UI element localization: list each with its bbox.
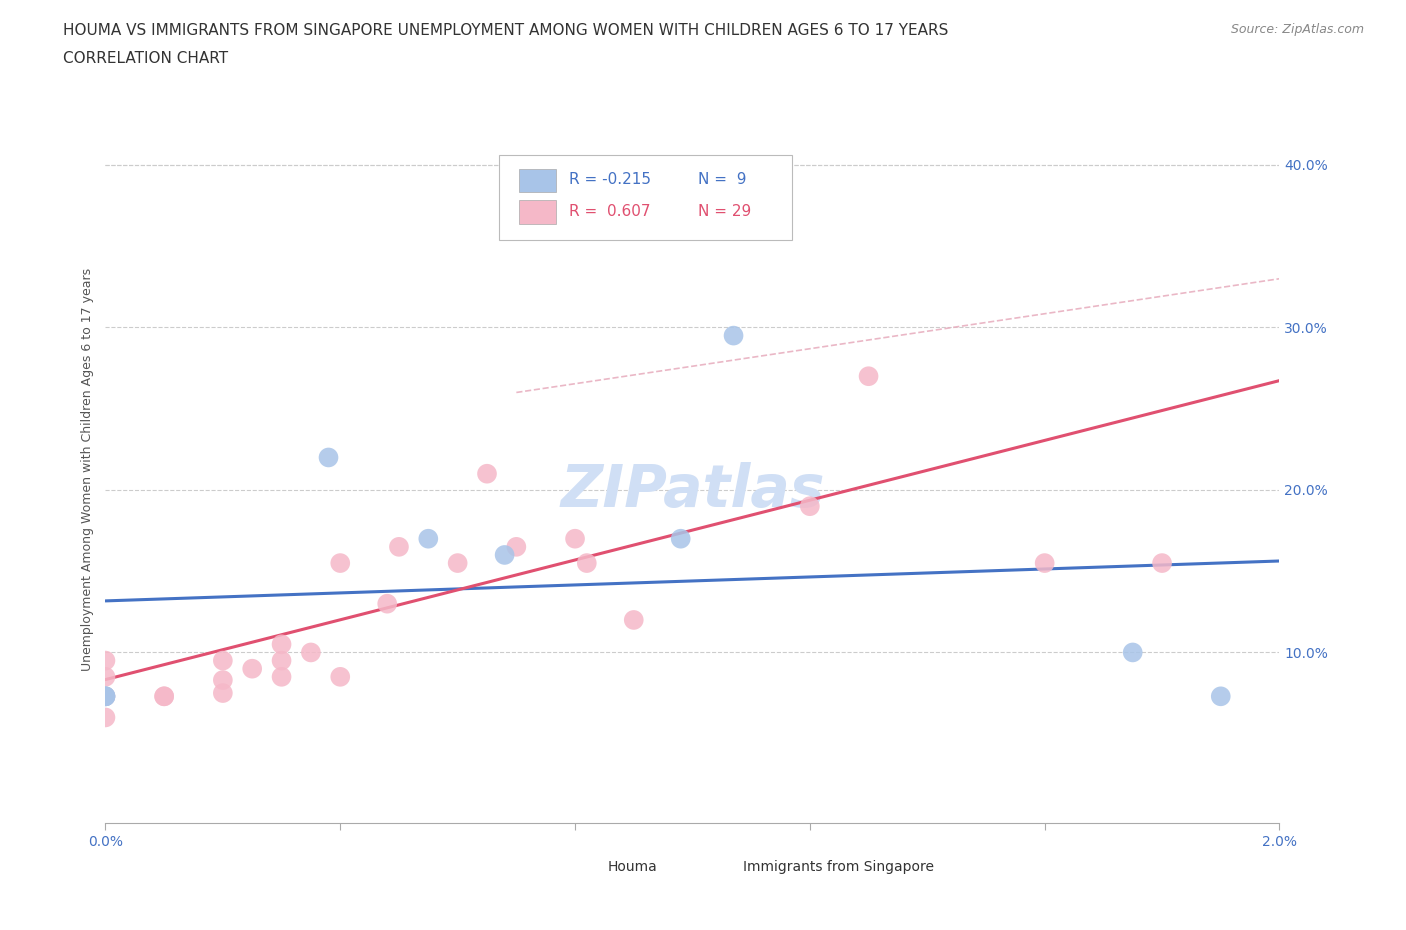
Text: R = -0.215: R = -0.215 — [569, 172, 651, 187]
Point — [211, 653, 233, 668]
Point — [1122, 645, 1144, 660]
Point — [329, 670, 352, 684]
Point — [447, 555, 470, 570]
Point — [475, 466, 498, 481]
Point — [575, 555, 598, 570]
Point — [669, 531, 692, 546]
Text: HOUMA VS IMMIGRANTS FROM SINGAPORE UNEMPLOYMENT AMONG WOMEN WITH CHILDREN AGES 6: HOUMA VS IMMIGRANTS FROM SINGAPORE UNEMP… — [63, 23, 949, 38]
Point — [375, 596, 398, 611]
Point — [858, 369, 880, 384]
Text: R =  0.607: R = 0.607 — [569, 205, 651, 219]
Text: N =  9: N = 9 — [699, 172, 747, 187]
Point — [388, 539, 411, 554]
Point — [270, 670, 292, 684]
Point — [1150, 555, 1173, 570]
Point — [94, 689, 117, 704]
Bar — [519, 200, 557, 224]
Point — [94, 689, 117, 704]
Point — [211, 685, 233, 700]
Bar — [704, 857, 734, 876]
Point — [240, 661, 263, 676]
Bar — [569, 857, 599, 876]
Point — [94, 670, 117, 684]
Point — [94, 653, 117, 668]
Point — [211, 672, 233, 687]
Bar — [519, 168, 557, 192]
Point — [270, 653, 292, 668]
Point — [94, 710, 117, 724]
FancyBboxPatch shape — [499, 155, 792, 240]
Text: Source: ZipAtlas.com: Source: ZipAtlas.com — [1230, 23, 1364, 36]
Point — [723, 328, 745, 343]
Point — [153, 689, 176, 704]
Text: ZIPatlas: ZIPatlas — [560, 462, 825, 519]
Point — [799, 498, 821, 513]
Point — [318, 450, 340, 465]
Y-axis label: Unemployment Among Women with Children Ages 6 to 17 years: Unemployment Among Women with Children A… — [82, 268, 94, 671]
Text: Immigrants from Singapore: Immigrants from Singapore — [742, 860, 934, 874]
Point — [270, 637, 292, 652]
Point — [94, 689, 117, 704]
Text: N = 29: N = 29 — [699, 205, 752, 219]
Point — [329, 555, 352, 570]
Point — [418, 531, 440, 546]
Point — [299, 645, 322, 660]
Text: Houma: Houma — [607, 860, 658, 874]
Point — [682, 206, 704, 221]
Point — [1033, 555, 1056, 570]
Text: CORRELATION CHART: CORRELATION CHART — [63, 51, 228, 66]
Point — [94, 689, 117, 704]
Point — [153, 689, 176, 704]
Point — [494, 548, 516, 563]
Point — [505, 539, 527, 554]
Point — [564, 531, 586, 546]
Point — [1209, 689, 1232, 704]
Point — [623, 613, 645, 628]
